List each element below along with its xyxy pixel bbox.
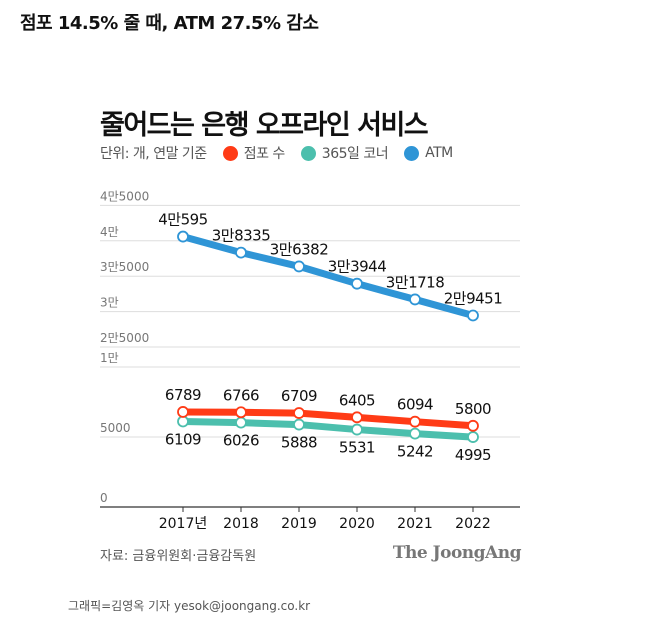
x-tick-label: 2020 [339,516,375,532]
data-point [235,416,247,429]
data-label: 6026 [223,432,259,450]
data-label: 6789 [165,386,201,404]
series-line-1 [182,417,474,441]
data-point [351,411,363,424]
data-point [293,260,305,273]
brand-logo: The JoongAng [392,543,522,563]
data-point [293,407,305,419]
data-point [351,423,363,436]
x-tick-label: 2022 [455,516,491,532]
data-label: 2만9451 [444,289,503,307]
data-label: 6094 [397,396,433,414]
legend: 단위: 개, 연말 기준 점포 수 365일 코너 ATM [100,143,453,163]
data-label: 3만8335 [212,227,271,245]
data-point [235,406,247,419]
data-point [467,309,479,322]
data-point [293,418,305,431]
x-tick-label: 2018 [223,516,259,532]
x-tick-label: 2017년 [159,516,208,532]
data-label: 6709 [281,387,317,405]
source-note: 자료: 금융위원회·금융감독원 [100,549,257,564]
data-label: 6109 [165,430,201,448]
y-tick-label: 1만 [100,351,119,365]
data-point [409,293,421,306]
data-point [467,431,479,443]
headline: 점포 14.5% 줄 때, ATM 27.5% 감소 [20,13,319,34]
data-label: 6405 [339,391,375,409]
x-tick-label: 2021 [397,516,433,532]
data-label: 3만1718 [386,273,445,291]
data-label: 6766 [223,386,259,404]
data-point [351,277,363,290]
y-tick-label: 3만 [100,296,119,310]
credit-note: 그래픽=김영옥 기자 yesok@joongang.co.kr [68,599,311,613]
legend-label-branches: 점포 수 [243,146,286,162]
legend-dot-atm [404,145,420,161]
data-point [177,415,189,428]
chart-title: 줄어드는 은행 오프라인 서비스 [100,110,429,141]
data-point [177,406,189,418]
legend-dot-365-corner [300,145,316,161]
data-point [409,427,421,440]
y-tick-label: 4만5000 [100,189,149,203]
series-line-2 [182,233,474,319]
data-label: 5242 [397,443,433,461]
unit-note: 단위: 개, 연말 기준 [100,146,207,162]
legend-label-365-corner: 365일 코너 [321,146,389,162]
data-label: 5531 [339,439,375,457]
data-label: 5800 [455,400,491,418]
data-point [235,246,247,259]
data-label: 4만595 [158,211,207,229]
x-tick-label: 2019 [281,516,317,532]
data-label: 3만6382 [270,240,329,258]
data-point [409,415,421,428]
y-tick-label: 3만5000 [100,260,149,274]
legend-dot-branches [222,145,238,161]
y-tick-label: 4만 [100,225,119,239]
data-label: 5888 [281,434,317,452]
data-label: 4995 [455,446,491,464]
data-point [467,419,479,432]
data-point [177,230,189,243]
legend-label-atm: ATM [425,145,453,161]
y-tick-label: 5000 [100,421,131,435]
series-line-0 [182,408,474,430]
y-tick-label: 0 [100,491,108,505]
y-tick-label: 2만5000 [100,331,149,345]
data-label: 3만3944 [328,258,387,276]
